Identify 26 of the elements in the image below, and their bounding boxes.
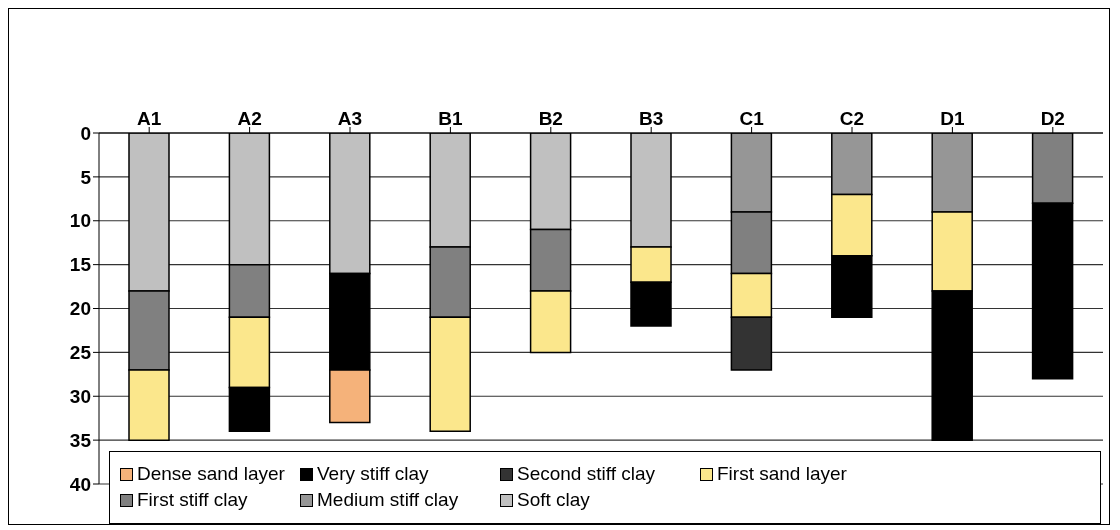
legend-label: Medium stiff clay (317, 488, 459, 513)
x-tick-label: D1 (940, 108, 965, 129)
x-tick-label: C1 (739, 108, 765, 129)
y-tick-label: 35 (69, 429, 92, 451)
legend-label: First stiff clay (137, 488, 248, 513)
legend-label: Dense sand layer (137, 462, 285, 487)
y-tick-label: 25 (69, 342, 92, 364)
y-tick-label: 20 (69, 298, 91, 320)
y-tick-label: 5 (80, 166, 92, 188)
x-tick-label: A1 (137, 108, 162, 129)
x-tick-label: C2 (839, 108, 865, 129)
x-tick-label: B3 (639, 108, 664, 129)
x-tick-label: B2 (538, 108, 563, 129)
legend-label: Soft clay (517, 488, 590, 513)
legend-label: Second stiff clay (517, 462, 656, 487)
x-tick-label: A3 (337, 108, 363, 129)
y-tick-label: 40 (69, 473, 91, 495)
y-tick-label: 30 (69, 385, 91, 407)
y-tick-label: 15 (69, 254, 92, 276)
legend-label: First sand layer (717, 462, 847, 487)
y-tick-label: 0 (80, 122, 91, 144)
y-tick-label: 10 (69, 210, 91, 232)
x-tick-label: B1 (438, 108, 463, 129)
x-tick-label: D2 (1040, 108, 1065, 129)
x-tick-label: A2 (237, 108, 262, 129)
legend-label: Very stiff clay (317, 462, 429, 487)
